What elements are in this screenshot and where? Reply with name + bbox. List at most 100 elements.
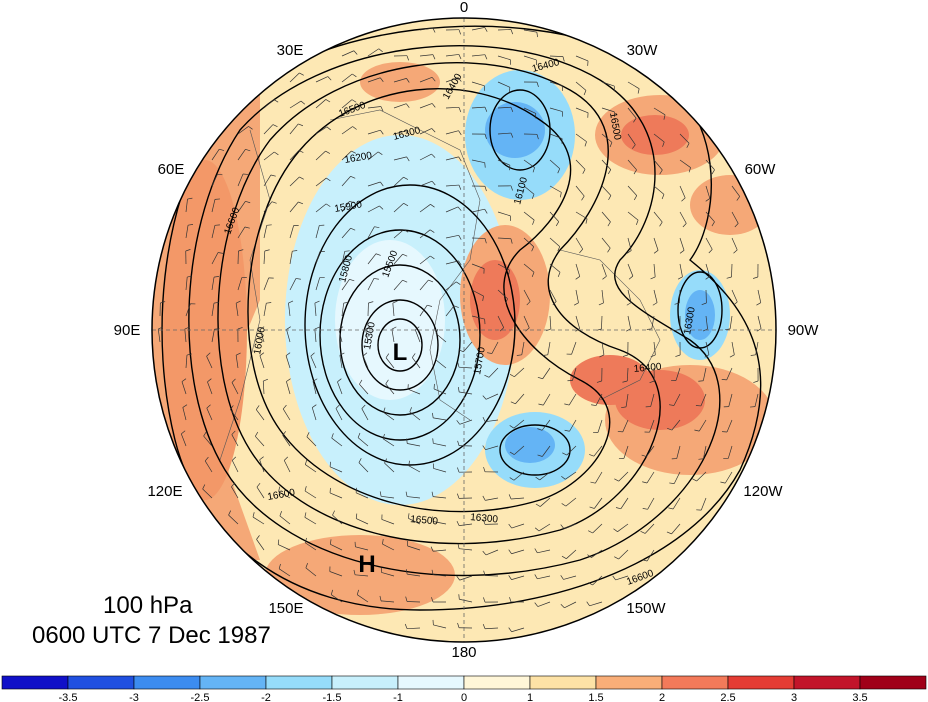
wind-barb (497, 81, 511, 88)
wind-barb-flag (458, 54, 462, 60)
wind-barb-flag (377, 151, 383, 155)
wind-barb-flag (409, 407, 412, 413)
wind-barb (289, 100, 302, 109)
wind-barb-flag (552, 301, 557, 306)
wind-barb (289, 225, 294, 239)
wind-barb (341, 279, 350, 291)
wind-barb (259, 459, 265, 473)
wind-barb (757, 289, 762, 303)
wind-barb (263, 251, 266, 265)
wind-barb-flag (457, 440, 460, 446)
wind-barb (523, 211, 535, 221)
wind-barb (653, 263, 656, 277)
wind-barb (511, 627, 525, 633)
wind-barb (594, 497, 603, 509)
wind-barb (549, 133, 563, 139)
colorbar-box (331, 675, 399, 690)
wind-barb (724, 471, 733, 484)
wind-barb (549, 159, 560, 169)
lon-90e: 90E (114, 322, 141, 339)
wind-barb (497, 106, 511, 109)
wind-barb-flag (650, 276, 656, 280)
wind-barb (523, 263, 535, 273)
wind-barb-flag (259, 352, 265, 356)
wind-barb (549, 263, 561, 273)
wind-barb (601, 159, 612, 170)
wind-barb-flag (355, 513, 358, 519)
wind-barb (653, 237, 659, 251)
wind-barb (304, 517, 317, 525)
wind-barb-flag (531, 272, 535, 278)
wind-barb (393, 279, 403, 291)
wind-barb-flag (621, 406, 627, 409)
lon-180: 180 (451, 644, 476, 661)
wind-barb-flag (431, 569, 434, 575)
wind-barb-flag (537, 377, 543, 380)
wind-barb-flag (508, 549, 512, 554)
wind-barb (315, 99, 327, 109)
wind-barb-flag (382, 539, 384, 545)
wind-barb (705, 315, 708, 329)
wind-barb-flag (300, 100, 306, 105)
wind-barb (566, 549, 577, 559)
wind-barb-flag (557, 246, 561, 252)
wind-barb-flag (483, 466, 486, 472)
wind-barb (459, 523, 473, 526)
wind-barb (414, 329, 421, 343)
wind-barb (568, 393, 577, 406)
wind-barb-flag (675, 354, 681, 357)
wind-barb (211, 252, 219, 265)
wind-barb (726, 367, 733, 381)
wind-barb (515, 393, 525, 405)
wind-barb (653, 159, 663, 171)
wind-barb-flag (720, 481, 726, 484)
wind-barb (523, 55, 537, 61)
wind-barb-flag (406, 438, 408, 444)
wind-barb (537, 575, 551, 580)
wind-barb-flag (305, 563, 308, 568)
wind-barb-flag (622, 380, 628, 383)
lon-120e: 120E (147, 483, 182, 500)
wind-barb (726, 419, 733, 433)
wind-barb-flag (238, 249, 244, 252)
wind-barb (355, 492, 369, 499)
wind-barb-flag (525, 327, 530, 332)
wind-barb-flag (327, 76, 332, 81)
wind-barb (601, 133, 613, 143)
wind-barb-flag (536, 32, 538, 38)
wind-barb-flag (499, 327, 504, 332)
wind-barb (575, 185, 585, 197)
wind-barb (471, 263, 485, 269)
wind-barb (731, 263, 733, 278)
wind-barb (700, 497, 707, 511)
wind-barb-flag (288, 300, 294, 304)
wind-barb-flag (694, 429, 700, 432)
wind-barb-flag (633, 117, 637, 123)
wind-barb (329, 466, 343, 473)
wind-barb (471, 289, 484, 297)
lon-30w: 30W (627, 42, 659, 59)
wind-barb (330, 543, 343, 551)
wind-barb (679, 289, 681, 304)
wind-barb (393, 156, 407, 161)
wind-barb (289, 251, 293, 265)
wind-barb-flag (158, 326, 163, 330)
wind-barb (445, 206, 459, 213)
wind-barb-flag (509, 597, 512, 603)
wind-barb (433, 468, 447, 473)
wind-barb (211, 277, 215, 291)
wind-barb-flag (537, 454, 543, 457)
wind-barb (305, 464, 317, 473)
wind-barb (523, 107, 536, 114)
wind-barb (754, 393, 759, 407)
wind-barb-flag (325, 150, 331, 154)
wind-barb-flag (248, 126, 253, 130)
map-boundary (151, 17, 777, 643)
wind-barb (305, 567, 317, 577)
wind-barb (419, 103, 433, 109)
wind-barb-flag (607, 169, 612, 175)
wind-barb-flag (339, 352, 345, 356)
wind-barb (497, 263, 510, 271)
wind-barb-flag (304, 512, 307, 518)
wind-barb-flag (674, 302, 680, 305)
